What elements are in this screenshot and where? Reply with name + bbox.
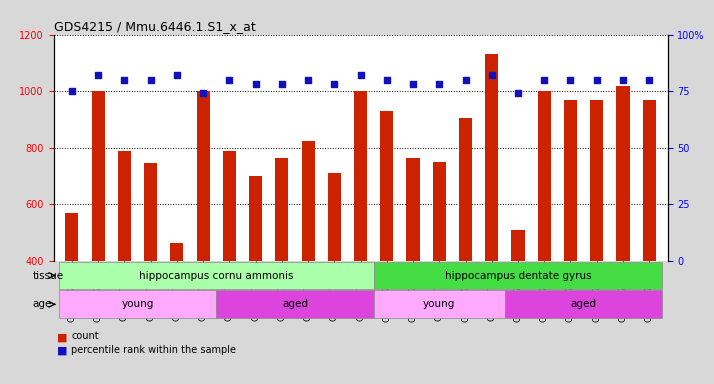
- Point: [513, 90, 524, 96]
- Bar: [486, 55, 498, 261]
- Bar: [223, 151, 236, 261]
- Bar: [505, 291, 663, 318]
- Point: [66, 88, 78, 94]
- Bar: [118, 151, 131, 261]
- Text: ■: ■: [57, 346, 68, 356]
- Bar: [433, 162, 446, 261]
- Text: aged: aged: [570, 299, 597, 310]
- Bar: [216, 291, 373, 318]
- Point: [643, 77, 655, 83]
- Text: young: young: [121, 299, 154, 310]
- Point: [250, 81, 261, 88]
- Point: [408, 81, 419, 88]
- Point: [538, 77, 550, 83]
- Text: aged: aged: [282, 299, 308, 310]
- Bar: [373, 262, 663, 290]
- Bar: [459, 118, 472, 261]
- Point: [302, 77, 313, 83]
- Point: [92, 72, 104, 78]
- Point: [328, 81, 340, 88]
- Bar: [381, 111, 393, 261]
- Bar: [91, 91, 105, 261]
- Point: [276, 81, 288, 88]
- Bar: [406, 158, 420, 261]
- Bar: [373, 291, 505, 318]
- Point: [171, 72, 183, 78]
- Bar: [643, 100, 655, 261]
- Bar: [328, 173, 341, 261]
- Bar: [59, 262, 373, 290]
- Bar: [249, 176, 262, 261]
- Point: [618, 77, 629, 83]
- Text: hippocampus dentate gyrus: hippocampus dentate gyrus: [445, 270, 591, 281]
- Text: GDS4215 / Mmu.6446.1.S1_x_at: GDS4215 / Mmu.6446.1.S1_x_at: [54, 20, 256, 33]
- Point: [223, 77, 235, 83]
- Text: hippocampus cornu ammonis: hippocampus cornu ammonis: [139, 270, 293, 281]
- Text: count: count: [71, 331, 99, 341]
- Bar: [538, 91, 550, 261]
- Bar: [354, 91, 367, 261]
- Point: [355, 72, 366, 78]
- Text: tissue: tissue: [33, 270, 64, 281]
- Point: [145, 77, 156, 83]
- Point: [460, 77, 471, 83]
- Point: [591, 77, 603, 83]
- Point: [486, 72, 498, 78]
- Text: young: young: [423, 299, 456, 310]
- Bar: [301, 141, 315, 261]
- Text: percentile rank within the sample: percentile rank within the sample: [71, 345, 236, 355]
- Point: [433, 81, 445, 88]
- Bar: [59, 291, 216, 318]
- Bar: [144, 164, 157, 261]
- Point: [381, 77, 393, 83]
- Bar: [590, 100, 603, 261]
- Bar: [171, 243, 183, 261]
- Text: age: age: [33, 299, 52, 310]
- Bar: [196, 91, 210, 261]
- Point: [119, 77, 130, 83]
- Point: [197, 90, 208, 96]
- Bar: [616, 86, 630, 261]
- Bar: [276, 158, 288, 261]
- Text: ■: ■: [57, 332, 68, 342]
- Bar: [564, 100, 577, 261]
- Bar: [66, 213, 79, 261]
- Bar: [511, 230, 525, 261]
- Point: [565, 77, 576, 83]
